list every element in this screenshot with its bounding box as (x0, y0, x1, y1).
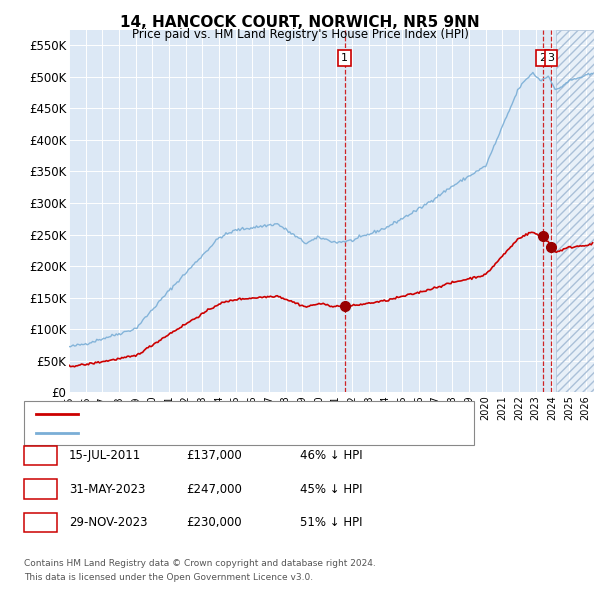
Text: 45% ↓ HPI: 45% ↓ HPI (300, 483, 362, 496)
Text: HPI: Average price, detached house, Norwich: HPI: Average price, detached house, Norw… (84, 428, 319, 438)
Text: 31-MAY-2023: 31-MAY-2023 (69, 483, 145, 496)
Text: £230,000: £230,000 (186, 516, 242, 529)
Text: 46% ↓ HPI: 46% ↓ HPI (300, 449, 362, 462)
Text: 1: 1 (341, 53, 348, 63)
Text: 15-JUL-2011: 15-JUL-2011 (69, 449, 141, 462)
Text: 3: 3 (37, 516, 44, 529)
Text: 2: 2 (37, 483, 44, 496)
Text: 14, HANCOCK COURT, NORWICH, NR5 9NN: 14, HANCOCK COURT, NORWICH, NR5 9NN (120, 15, 480, 30)
Text: 29-NOV-2023: 29-NOV-2023 (69, 516, 148, 529)
Text: 3: 3 (548, 53, 554, 63)
Text: Price paid vs. HM Land Registry's House Price Index (HPI): Price paid vs. HM Land Registry's House … (131, 28, 469, 41)
Text: 14, HANCOCK COURT, NORWICH, NR5 9NN (detached house): 14, HANCOCK COURT, NORWICH, NR5 9NN (det… (84, 409, 401, 418)
Text: This data is licensed under the Open Government Licence v3.0.: This data is licensed under the Open Gov… (24, 573, 313, 582)
Text: £137,000: £137,000 (186, 449, 242, 462)
Text: 1: 1 (37, 449, 44, 462)
Text: 2: 2 (539, 53, 546, 63)
Bar (556, 30, 594, 392)
Bar (556, 30, 594, 392)
Text: Contains HM Land Registry data © Crown copyright and database right 2024.: Contains HM Land Registry data © Crown c… (24, 559, 376, 568)
Text: £247,000: £247,000 (186, 483, 242, 496)
Text: 51% ↓ HPI: 51% ↓ HPI (300, 516, 362, 529)
